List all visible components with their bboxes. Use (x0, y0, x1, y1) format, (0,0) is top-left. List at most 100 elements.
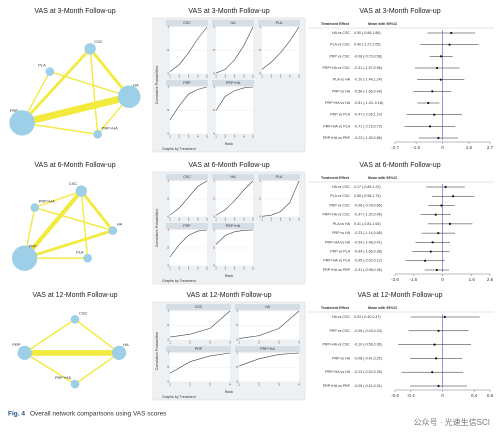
x-tick-label: 5 (252, 74, 254, 78)
x-tick-label: 2 (178, 217, 180, 221)
forest-title: VAS at 3-Month Follow-up (359, 8, 440, 15)
network-edge (21, 122, 98, 135)
x-tick-label: 1.5 (466, 145, 473, 150)
network-edge (49, 70, 130, 98)
subplot-label: HA (265, 305, 271, 309)
x-tick-label: 2 (270, 217, 272, 221)
x-tick-label: 0.4 (471, 393, 478, 398)
row-estimate: -0.64 (-1.66,0.38) (354, 250, 382, 254)
x-tick-label: 2 (178, 74, 180, 78)
cumulative-curve (215, 229, 254, 245)
subplot-header (212, 223, 254, 229)
row-label: PRP vs CSC (329, 329, 350, 333)
x-tick-label: 3 (278, 382, 280, 386)
y-axis-label: Cumulative Probabilities (155, 209, 159, 248)
node-label: PRP (29, 243, 38, 248)
y-tick-label: .5 (213, 48, 216, 52)
network-title: VAS at 6-Month Follow-up (34, 162, 115, 169)
point-estimate (439, 55, 443, 58)
subplot-header (235, 346, 300, 352)
forest-header: Mean with 95%CI (368, 22, 397, 26)
watermark: 公众号 · 光速生信SCI (414, 417, 490, 427)
row-estimate: -0.10 (-0.56,0.36) (354, 343, 382, 347)
row-label: PLA vs CSC (330, 194, 350, 198)
subplot-label: PRP+HA (226, 81, 241, 85)
x-tick-label: 2 (224, 217, 226, 221)
row-label: PLA vs HA (333, 222, 351, 226)
forest-title: VAS at 12-Month Follow-up (357, 292, 442, 299)
row-label: PRP+HA vs PLA (323, 124, 350, 128)
network-edge (21, 47, 92, 124)
forest-header: Mean with 95%CI (368, 306, 397, 310)
point-estimate (431, 90, 434, 93)
x-tick-label: 2 (178, 134, 180, 138)
row-estimate: 0.58 (-0.58,1.74) (354, 194, 381, 198)
point-estimate (440, 204, 443, 207)
x-tick-label: 3 (234, 134, 236, 138)
cumulative-curve (238, 352, 300, 367)
y-tick-label: .5 (213, 108, 216, 112)
row-label: PRP vs CSC (329, 54, 350, 58)
network-node (9, 110, 35, 136)
row-label: PLA vs CSC (330, 43, 350, 47)
y-tick-label: .5 (167, 48, 170, 52)
subplot-label: PRP (183, 81, 191, 85)
x-tick-label: 1 (169, 134, 171, 138)
x-tick-label: 2 (189, 340, 191, 344)
y-tick-label: 0 (213, 264, 215, 268)
network-edge (24, 229, 114, 260)
x-tick-label: 3 (234, 266, 236, 270)
y-tick-label: 0 (259, 72, 261, 76)
x-tick-label: -0.4 (407, 393, 415, 398)
node-label: PRP+HA (102, 125, 118, 130)
subplot-label: CSC (195, 305, 203, 309)
network-node (83, 253, 92, 263)
x-tick-label: -2.6 (391, 277, 399, 282)
x-tick-label: 0.6 (487, 393, 494, 398)
row-estimate: -0.23 (-1.14,0.68) (354, 231, 382, 235)
node-label: CSC (79, 310, 88, 315)
cumulative-curve (169, 310, 231, 338)
x-tick-label: 3 (234, 217, 236, 221)
row-estimate: 0.17 (-0.89,1.22) (354, 185, 381, 189)
network-node (70, 315, 80, 324)
subplot-header (212, 174, 254, 180)
y-tick-label: 1 (236, 351, 238, 355)
row-label: PRP+HA vs PRP (323, 136, 351, 140)
network-edge (34, 206, 113, 232)
x-tick-label: 2 (178, 266, 180, 270)
x-tick-label: 4 (298, 382, 300, 386)
point-estimate (437, 384, 440, 388)
y-tick-label: 0 (213, 132, 215, 136)
row-estimate: 0.50 (-0.86,1.86) (354, 31, 381, 35)
x-tick-label: 1 (169, 340, 171, 344)
subplot-label: PRP+HA (260, 347, 275, 351)
subplot-header (235, 304, 300, 310)
row-estimate: -0.23 (-1.35,0.88) (354, 136, 382, 140)
y-tick-label: 1 (167, 309, 169, 313)
subplot-label: CSC (183, 21, 191, 25)
cumulative-curve (169, 180, 208, 216)
x-tick-label: 1.6 (469, 277, 476, 282)
point-estimate (437, 329, 440, 332)
y-tick-label: 0 (259, 215, 261, 219)
network-edge (89, 48, 99, 135)
y-tick-label: 0 (167, 264, 169, 268)
x-tick-label: 3 (278, 340, 280, 344)
subplot-header (212, 20, 254, 26)
row-label: HA vs CSC (332, 185, 350, 189)
graph-note: Graphs by Treatment (162, 279, 196, 283)
point-estimate (450, 31, 453, 35)
row-label: PRP+HA vs HA (325, 370, 350, 374)
point-estimate (448, 222, 452, 225)
row-label: PRP+HA vs CSC (323, 213, 351, 217)
caption-label: Fig. 4 (8, 411, 25, 418)
caption-text: Overall network comparisons using VAS sc… (30, 411, 167, 418)
row-estimate: 0.40 (-1.27,2.05) (354, 43, 381, 47)
x-tick-label: 1 (261, 74, 263, 78)
x-tick-label: 2 (224, 74, 226, 78)
row-label: PRP+HA vs PRP (323, 384, 351, 388)
x-tick-label: 5 (206, 134, 208, 138)
subplot-label: PLA (276, 175, 283, 179)
row-label: HA vs CSC (332, 31, 350, 35)
